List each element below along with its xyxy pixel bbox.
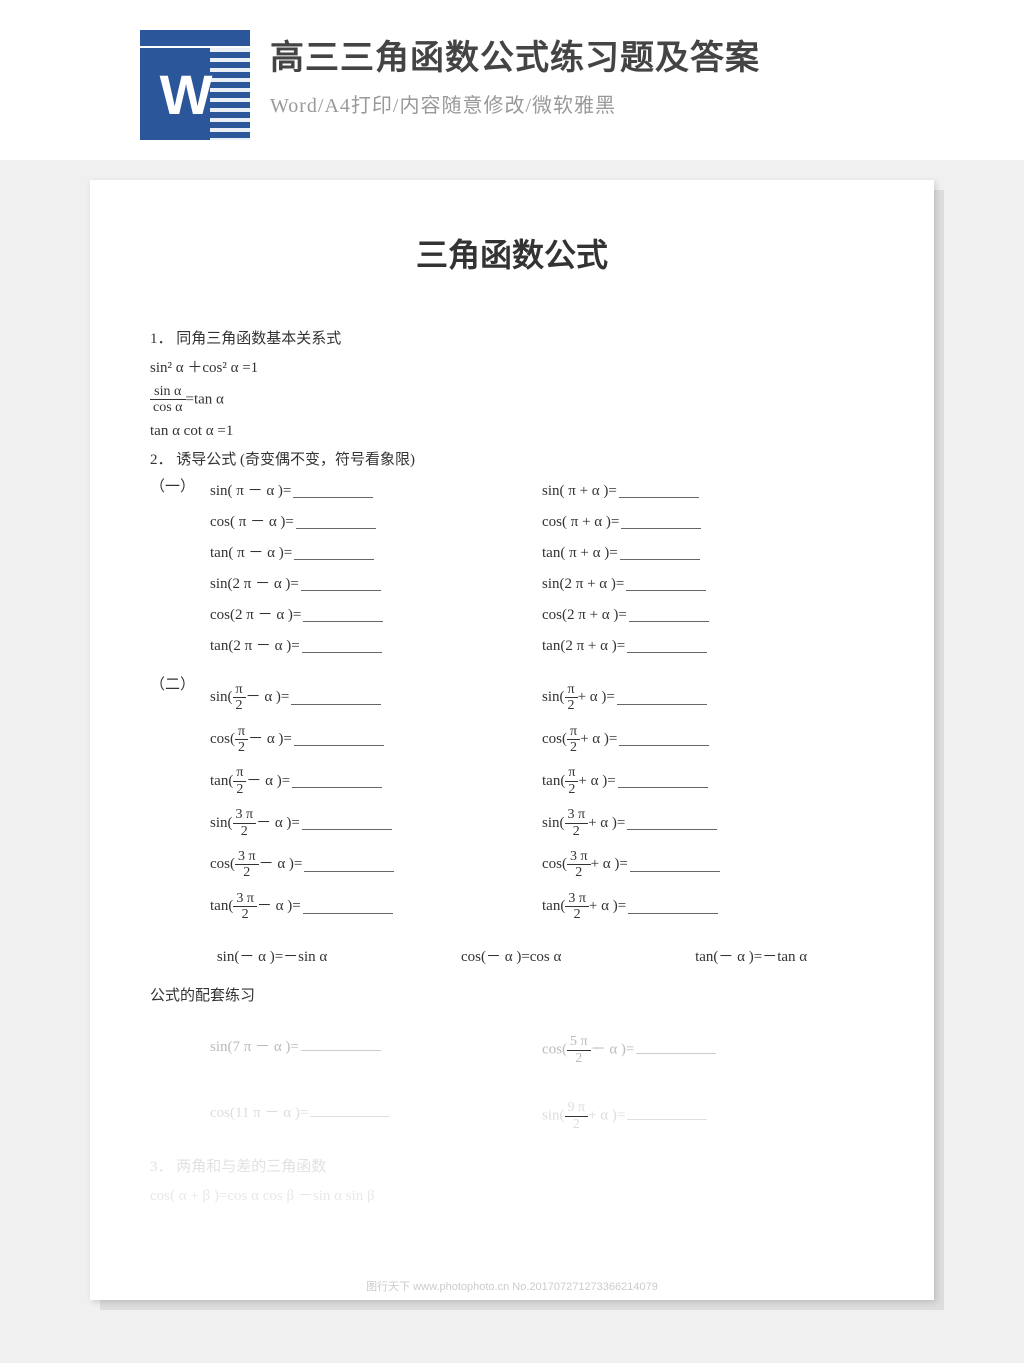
section-2: 2． 诱导公式 (奇变偶不变，符号看象限) （一） sin( π － α )= … <box>150 447 874 1142</box>
blank <box>310 1103 390 1117</box>
section-3: 3． 两角和与差的三角函数 cos( α + β )=cos α cos β －… <box>150 1154 874 1210</box>
induction-formula: sin(π2－ α )= <box>210 682 542 714</box>
template-title: 高三三角函数公式练习题及答案 <box>270 30 1024 79</box>
blank <box>627 1106 707 1120</box>
document-title: 三角函数公式 <box>150 230 874 276</box>
induction-formula: tan(π2－ α )= <box>210 765 542 797</box>
group-1-label: （一） <box>150 474 210 664</box>
formula-tan-cot: tan α cot α =1 <box>150 418 874 445</box>
induction-group-1: （一） sin( π － α )= cos( π － α )= tan( π －… <box>150 474 874 664</box>
blank <box>293 484 373 498</box>
induction-formula: tan(3 π2－ α )= <box>210 891 542 923</box>
blank <box>291 691 381 705</box>
blank <box>629 608 709 622</box>
header-text-block: 高三三角函数公式练习题及答案 Word/A4打印/内容随意修改/微软雅黑 <box>270 30 1024 118</box>
blank <box>627 816 717 830</box>
template-header: W 高三三角函数公式练习题及答案 Word/A4打印/内容随意修改/微软雅黑 <box>0 0 1024 160</box>
section-3-heading: 3． 两角和与差的三角函数 <box>150 1154 874 1181</box>
blank <box>304 858 394 872</box>
blank <box>302 816 392 830</box>
induction-formula: tan(π2+ α )= <box>542 765 874 797</box>
induction-formula: cos(π2+ α )= <box>542 724 874 756</box>
induction-formula: cos(3 π2－ α )= <box>210 849 542 881</box>
practice-p2: cos(5 π2－ α )= <box>542 1034 874 1066</box>
blank <box>636 1040 716 1054</box>
blank <box>294 546 374 560</box>
blank <box>630 858 720 872</box>
blank <box>296 515 376 529</box>
group-1-left: sin( π － α )= cos( π － α )= tan( π － α )… <box>210 474 542 664</box>
blank <box>292 774 382 788</box>
group-2-label: （二） <box>150 672 210 933</box>
neg-cos: cos(－ α )=cos α <box>461 944 561 971</box>
fraction: sin α cos α <box>150 384 186 416</box>
watermark-text: 图行天下 www.photophoto.cn No.20170727127336… <box>90 1278 934 1294</box>
group-2-left: sin(π2－ α )= cos(π2－ α )= tan(π2－ α )= sin(… <box>210 672 542 933</box>
induction-formula: sin(3 π2－ α )= <box>210 807 542 839</box>
template-subtitle: Word/A4打印/内容随意修改/微软雅黑 <box>270 89 1024 118</box>
practice-p4: sin(9 π2+ α )= <box>542 1100 874 1132</box>
practice-heading: 公式的配套练习 <box>150 983 874 1010</box>
blank <box>301 577 381 591</box>
neg-tan: tan(－ α )=－tan α <box>695 944 807 971</box>
induction-formula: tan(3 π2+ α )= <box>542 891 874 923</box>
blank <box>621 515 701 529</box>
section-1-heading: 1． 同角三角函数基本关系式 <box>150 326 874 353</box>
neg-sin: sin(－ α )=－sin α <box>217 944 327 971</box>
practice-row-2: cos(11 π － α )= sin(9 π2+ α )= <box>150 1090 874 1142</box>
induction-formula: cos(3 π2+ α )= <box>542 849 874 881</box>
formula-tan-def: sin α cos α =tan α <box>150 384 874 416</box>
word-letter: W <box>160 62 213 127</box>
blank <box>619 484 699 498</box>
induction-formula: sin(3 π2+ α )= <box>542 807 874 839</box>
induction-group-2: （二） sin(π2－ α )= cos(π2－ α )= tan(π2－ α )=… <box>150 672 874 933</box>
section-1: 1． 同角三角函数基本关系式 sin² α ＋cos² α =1 sin α c… <box>150 326 874 445</box>
blank <box>619 732 709 746</box>
word-file-icon: W <box>140 30 250 140</box>
blank <box>302 639 382 653</box>
formula-sum: cos( α + β )=cos α cos β －sin α sin β <box>150 1183 874 1210</box>
practice-row-1: sin(7 π － α )= cos(5 π2－ α )= <box>150 1024 874 1076</box>
induction-formula: sin(π2+ α )= <box>542 682 874 714</box>
blank <box>301 1037 381 1051</box>
group-1-right: sin( π + α )= cos( π + α )= tan( π + α )… <box>542 474 874 664</box>
blank <box>303 900 393 914</box>
page-container: 三角函数公式 1． 同角三角函数基本关系式 sin² α ＋cos² α =1 … <box>0 160 1024 1300</box>
negative-angle-row: sin(－ α )=－sin α cos(－ α )=cos α tan(－ α… <box>150 944 874 971</box>
section-2-heading: 2． 诱导公式 (奇变偶不变，符号看象限) <box>150 447 874 474</box>
blank <box>618 774 708 788</box>
document-page: 三角函数公式 1． 同角三角函数基本关系式 sin² α ＋cos² α =1 … <box>90 180 934 1300</box>
blank <box>617 691 707 705</box>
blank <box>294 732 384 746</box>
blank <box>303 608 383 622</box>
induction-formula: cos(π2－ α )= <box>210 724 542 756</box>
blank <box>627 639 707 653</box>
formula-pythagorean: sin² α ＋cos² α =1 <box>150 355 874 382</box>
group-2-right: sin(π2+ α )= cos(π2+ α )= tan(π2+ α )= sin(… <box>542 672 874 933</box>
blank <box>626 577 706 591</box>
blank <box>620 546 700 560</box>
blank <box>628 900 718 914</box>
